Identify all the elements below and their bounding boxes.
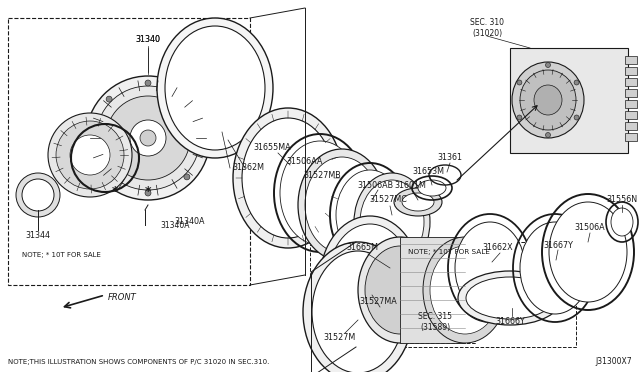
Text: 31665M: 31665M: [346, 244, 378, 253]
Ellipse shape: [298, 149, 386, 261]
Ellipse shape: [165, 26, 265, 150]
Text: 31362M: 31362M: [232, 164, 264, 173]
Ellipse shape: [16, 173, 60, 217]
Ellipse shape: [184, 96, 190, 102]
Ellipse shape: [140, 130, 156, 146]
Text: 31655MA: 31655MA: [253, 144, 291, 153]
Ellipse shape: [56, 121, 124, 189]
Ellipse shape: [48, 113, 132, 197]
Ellipse shape: [574, 115, 579, 120]
Ellipse shape: [423, 237, 507, 343]
Text: NOTE;THIS ILLUSTRATION SHOWS COMPONENTS OF P/C 31020 IN SEC.310.: NOTE;THIS ILLUSTRATION SHOWS COMPONENTS …: [8, 359, 269, 365]
Text: *: *: [145, 186, 151, 199]
Text: NOTE; * 10T FOR SALE: NOTE; * 10T FOR SALE: [22, 252, 101, 258]
Text: 31653M: 31653M: [412, 167, 444, 176]
Ellipse shape: [430, 246, 500, 334]
Bar: [8, 18, 250, 285]
Ellipse shape: [418, 180, 446, 196]
Text: 31667Y: 31667Y: [543, 241, 573, 250]
Bar: [206, 130, 222, 146]
Text: J31300X7: J31300X7: [595, 357, 632, 366]
Text: 31527MC: 31527MC: [369, 196, 407, 205]
Ellipse shape: [86, 76, 210, 200]
Bar: [625, 100, 637, 108]
Ellipse shape: [534, 85, 562, 115]
Bar: [510, 48, 628, 153]
Ellipse shape: [145, 190, 151, 196]
Text: 31527M: 31527M: [324, 334, 356, 343]
Bar: [400, 237, 465, 343]
Bar: [625, 78, 637, 86]
Text: SEC. 310
(31020): SEC. 310 (31020): [470, 18, 504, 38]
Ellipse shape: [96, 86, 200, 190]
Bar: [625, 56, 637, 64]
Text: 31601M: 31601M: [394, 180, 426, 189]
Bar: [625, 133, 637, 141]
Text: 31666Y: 31666Y: [495, 317, 525, 327]
Ellipse shape: [394, 188, 442, 216]
Ellipse shape: [520, 70, 576, 130]
Ellipse shape: [106, 96, 190, 180]
Text: *: *: [112, 186, 118, 199]
Ellipse shape: [402, 193, 434, 211]
Ellipse shape: [70, 135, 110, 175]
Text: SEC. 315
(31589): SEC. 315 (31589): [418, 312, 452, 332]
Bar: [625, 122, 637, 130]
Ellipse shape: [106, 174, 112, 180]
Text: 31527MA: 31527MA: [359, 298, 397, 307]
Text: 31556N: 31556N: [607, 196, 637, 205]
Ellipse shape: [130, 120, 166, 156]
Ellipse shape: [517, 80, 522, 85]
Ellipse shape: [233, 108, 343, 248]
Ellipse shape: [320, 216, 420, 344]
Ellipse shape: [145, 80, 151, 86]
Ellipse shape: [200, 135, 206, 141]
Ellipse shape: [184, 174, 190, 180]
Ellipse shape: [574, 80, 579, 85]
Ellipse shape: [517, 115, 522, 120]
Bar: [625, 89, 637, 97]
Ellipse shape: [512, 62, 584, 138]
Ellipse shape: [354, 173, 430, 271]
Text: 31506A: 31506A: [575, 224, 605, 232]
Ellipse shape: [328, 224, 412, 336]
Ellipse shape: [242, 118, 334, 238]
Ellipse shape: [611, 208, 633, 236]
Text: 31506AB: 31506AB: [357, 180, 393, 189]
Text: 31527MB: 31527MB: [303, 170, 341, 180]
Ellipse shape: [106, 96, 112, 102]
Text: FRONT: FRONT: [108, 294, 137, 302]
Ellipse shape: [312, 251, 404, 372]
Text: 31662X: 31662X: [483, 244, 513, 253]
Text: 31340: 31340: [136, 35, 161, 45]
Bar: [625, 111, 637, 119]
Ellipse shape: [520, 222, 590, 314]
Ellipse shape: [358, 237, 442, 343]
Text: 31344: 31344: [26, 231, 51, 240]
Ellipse shape: [360, 180, 424, 264]
Ellipse shape: [458, 271, 562, 325]
Ellipse shape: [22, 179, 54, 211]
Ellipse shape: [157, 18, 273, 158]
Bar: [310, 245, 475, 343]
Ellipse shape: [549, 202, 627, 302]
Ellipse shape: [303, 242, 413, 372]
Ellipse shape: [466, 277, 554, 319]
Bar: [356, 242, 576, 347]
Bar: [625, 67, 637, 75]
Ellipse shape: [545, 62, 550, 67]
Ellipse shape: [305, 157, 379, 253]
Text: 31340A: 31340A: [160, 221, 189, 230]
Text: 31506AA: 31506AA: [287, 157, 323, 167]
Ellipse shape: [336, 170, 404, 260]
Ellipse shape: [545, 132, 550, 138]
Ellipse shape: [365, 246, 435, 334]
Ellipse shape: [90, 135, 96, 141]
Text: NOTE; * 10T FOR SALE: NOTE; * 10T FOR SALE: [408, 249, 490, 255]
Text: 31340: 31340: [136, 35, 161, 45]
Text: 31340A: 31340A: [175, 218, 205, 227]
Ellipse shape: [455, 222, 525, 314]
Ellipse shape: [280, 141, 360, 245]
Text: 31361: 31361: [438, 154, 463, 163]
